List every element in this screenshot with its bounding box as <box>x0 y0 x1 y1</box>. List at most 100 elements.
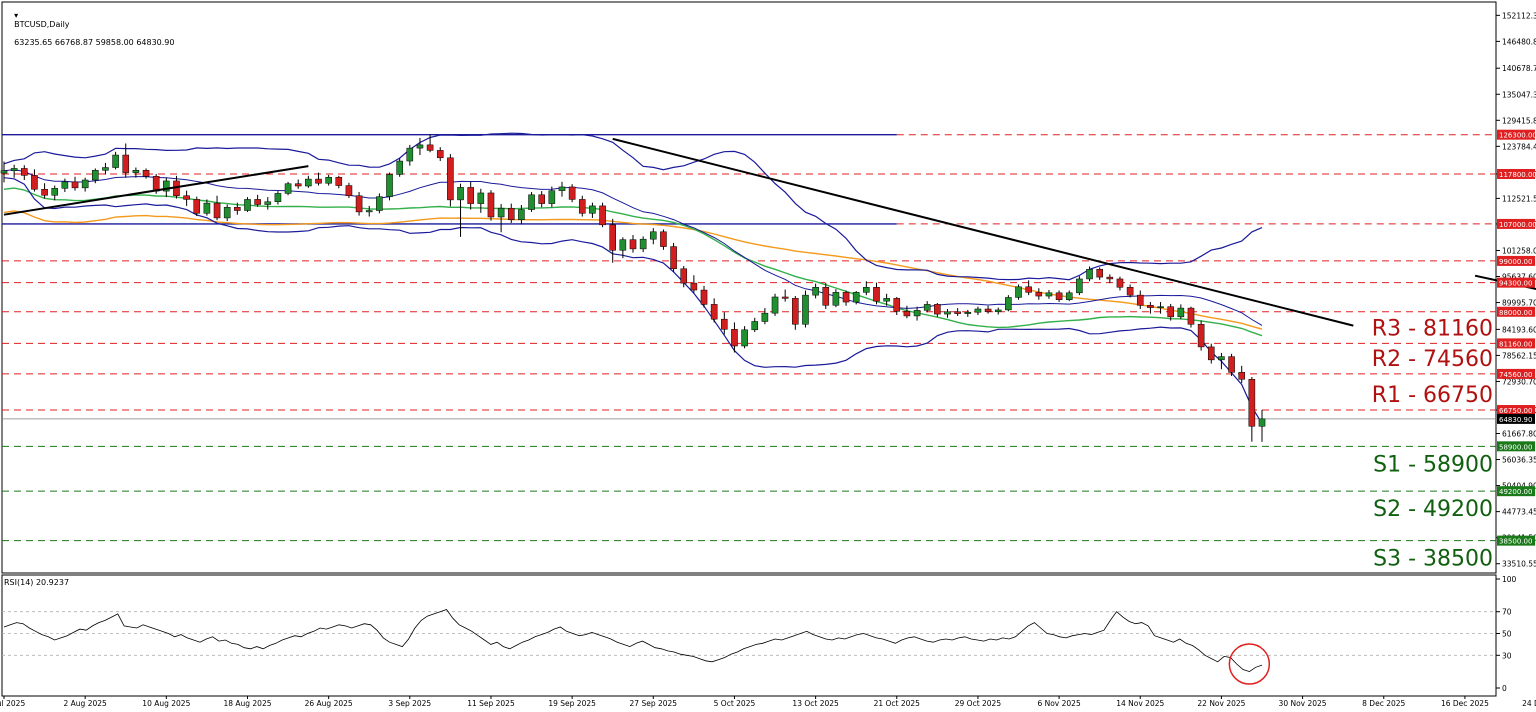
candle-body <box>660 231 667 247</box>
candle-body <box>376 196 383 211</box>
time-tick-label: 16 Dec 2025 <box>1441 699 1489 708</box>
price-tick-label: 95637.60 <box>1502 272 1536 281</box>
candle-body <box>467 187 474 204</box>
level-price-tag <box>1497 441 1535 452</box>
candle-body <box>1116 278 1124 288</box>
candle-body <box>1258 418 1266 427</box>
time-tick-label: 22 Nov 2025 <box>1197 699 1245 708</box>
candle-body <box>751 321 759 331</box>
rsi-panel-frame <box>1 574 1497 697</box>
time-tick-label: 18 Aug 2025 <box>223 699 271 708</box>
chart-menu-icon[interactable]: ▾ <box>14 11 19 20</box>
candle-body <box>731 329 738 347</box>
time-tick-label: 5 Oct 2025 <box>714 699 756 708</box>
time-tick-label: 24 Dec 2025 <box>1522 699 1536 708</box>
price-tick-label: 44773.45 <box>1502 508 1536 517</box>
time-tick-label: 11 Sep 2025 <box>467 699 515 708</box>
candle-body <box>426 144 434 151</box>
candle-body <box>244 199 251 211</box>
price-tick-label: 112521.50 <box>1502 194 1536 203</box>
candle-body <box>396 160 403 175</box>
time-tick-label: 8 Dec 2025 <box>1362 699 1405 708</box>
time-tick-label: 14 Nov 2025 <box>1116 699 1164 708</box>
candle-body <box>944 311 951 315</box>
level-name-label: S2 - 49200 <box>1373 497 1493 522</box>
candle-body <box>1126 287 1134 296</box>
time-tick-label: 13 Oct 2025 <box>792 699 839 708</box>
candle-body <box>741 329 748 347</box>
candle-body <box>20 168 28 176</box>
candle-body <box>690 282 698 291</box>
candle-body <box>213 202 221 219</box>
candle-body <box>284 183 292 194</box>
level-price-tag <box>1497 338 1535 349</box>
candle-body <box>264 201 272 205</box>
candle-body <box>1045 292 1053 297</box>
level-price-tag <box>1497 168 1535 179</box>
candle-body <box>903 311 911 317</box>
symbol-label: BTCUSD,Daily <box>14 20 70 29</box>
candle-body <box>984 308 992 313</box>
level-price-tag-label: 88000.00 <box>1499 309 1532 317</box>
rsi-tick-label: 70 <box>1502 608 1512 617</box>
candle-body <box>954 311 961 314</box>
price-tick-label: 123784.40 <box>1502 142 1536 151</box>
candle-body <box>548 190 556 204</box>
price-tick-label: 84193.60 <box>1502 325 1536 334</box>
candle-body <box>507 207 515 221</box>
candle-body <box>578 199 586 214</box>
price-tick-label: 50404.90 <box>1502 482 1536 491</box>
price-tick-label: 56036.35 <box>1502 456 1536 465</box>
candle-body <box>1005 297 1012 311</box>
rsi-tick-label: 100 <box>1502 575 1517 584</box>
level-name-label: R1 - 66750 <box>1372 383 1493 408</box>
candle-body <box>487 192 495 218</box>
price-panel-frame <box>1 1 1497 574</box>
candle-body <box>1015 286 1022 298</box>
candle-body <box>710 304 718 320</box>
moving-average-green <box>3 187 1263 337</box>
price-tick-label: 89995.70 <box>1502 299 1536 308</box>
time-tick-label: 2 Aug 2025 <box>64 699 107 708</box>
time-tick-label: 10 Aug 2025 <box>142 699 190 708</box>
level-name-label: S1 - 58900 <box>1373 452 1493 477</box>
candle-body <box>102 167 109 171</box>
candle-body <box>1106 276 1114 280</box>
level-price-tag-label: 58900.00 <box>1499 443 1532 451</box>
candle-body <box>771 296 779 314</box>
candle-body <box>518 209 525 221</box>
ohlc-readout: 63235.65 66768.87 59858.00 64830.90 <box>14 38 175 47</box>
candle-body <box>873 287 880 302</box>
level-name-label: R2 - 74560 <box>1372 347 1493 372</box>
candle-body <box>802 294 809 325</box>
candle-body <box>355 195 363 213</box>
candle-body <box>832 292 840 306</box>
candle-body <box>792 298 799 325</box>
level-price-tag-label: 126300.00 <box>1499 132 1536 140</box>
price-tick-label: 78562.15 <box>1502 351 1536 360</box>
candle-body <box>436 150 444 159</box>
candle-body <box>1248 379 1256 427</box>
level-price-tag-label: 94300.00 <box>1499 280 1532 288</box>
rsi-line <box>3 609 1263 673</box>
level-name-label: R3 - 81160 <box>1372 316 1493 341</box>
candle-body <box>345 185 353 196</box>
candle-body <box>589 205 596 214</box>
candle-body <box>1136 294 1144 306</box>
candle-body <box>447 157 454 201</box>
level-price-tag <box>1497 368 1535 379</box>
level-price-tag <box>1497 218 1535 229</box>
time-tick-label: 25 Jul 2025 <box>0 699 25 708</box>
candle-body <box>670 246 677 270</box>
candle-body <box>721 318 728 330</box>
level-price-tag <box>1497 535 1535 546</box>
candle-body <box>1187 307 1195 325</box>
price-tick-label: 129415.85 <box>1502 116 1536 125</box>
level-name-label: S3 - 38500 <box>1373 547 1493 572</box>
candle-body <box>142 170 150 177</box>
candle-body <box>1025 286 1032 293</box>
candle-body <box>416 144 424 149</box>
candle-body <box>629 239 637 250</box>
level-price-tag <box>1497 277 1535 288</box>
